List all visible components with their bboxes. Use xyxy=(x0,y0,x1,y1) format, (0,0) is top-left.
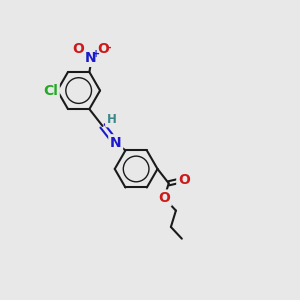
Text: N: N xyxy=(85,51,97,65)
Text: H: H xyxy=(106,113,116,126)
Text: -: - xyxy=(106,43,111,53)
Text: Cl: Cl xyxy=(43,84,58,98)
Text: O: O xyxy=(98,42,109,56)
Text: O: O xyxy=(158,191,170,205)
Text: +: + xyxy=(92,50,100,59)
Text: O: O xyxy=(178,173,190,187)
Text: N: N xyxy=(110,136,122,150)
Text: O: O xyxy=(72,42,84,56)
